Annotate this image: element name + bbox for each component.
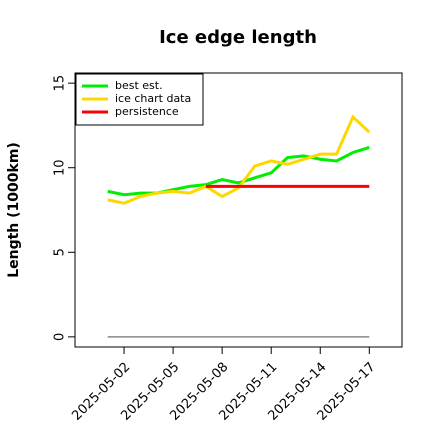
y-tick-label: 10 (53, 159, 68, 176)
legend-label: best est. (115, 79, 163, 92)
y-tick-label: 0 (53, 333, 68, 341)
series-line (107, 114, 371, 205)
legend-label: persistence (115, 105, 179, 118)
y-tick-label: 5 (53, 248, 68, 256)
legend-label: ice chart data (115, 92, 191, 105)
plot-frame (74, 72, 403, 348)
y-axis-title: Length (1000km) (6, 142, 22, 278)
y-tick-label: 15 (53, 75, 68, 92)
chart-title: Ice edge length (159, 27, 317, 48)
